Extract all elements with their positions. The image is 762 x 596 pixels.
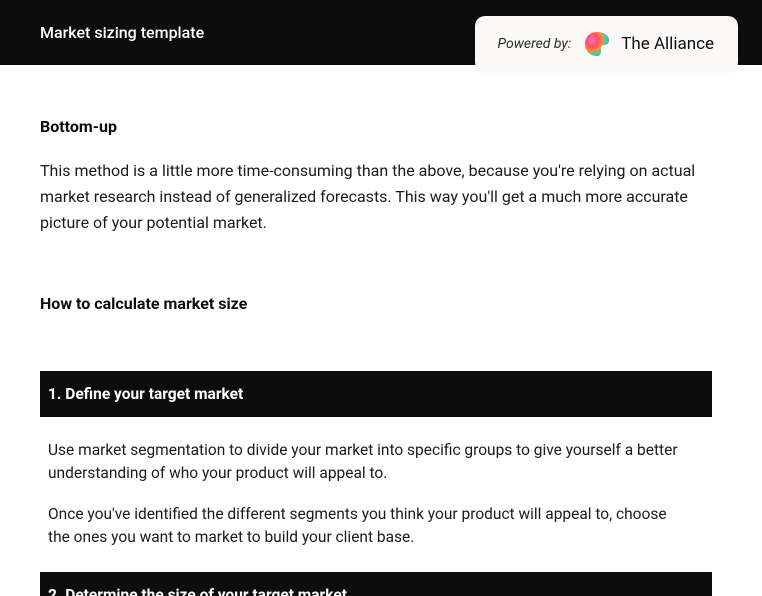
step-1-title-bar: 1. Define your target market: [40, 371, 712, 417]
page-title: Market sizing template: [40, 23, 204, 42]
brand-block: The Alliance: [583, 30, 714, 58]
powered-by-label: Powered by:: [497, 36, 571, 52]
step-1-body: Use market segmentation to divide your m…: [40, 417, 712, 573]
step-1-paragraph-2: Once you've identified the different seg…: [48, 503, 692, 549]
section-heading-how-to: How to calculate market size: [40, 294, 722, 313]
step-2-title-bar: 2. Determine the size of your target mar…: [40, 572, 712, 596]
section-heading-bottom-up: Bottom-up: [40, 117, 722, 136]
document-content: Bottom-up This method is a little more t…: [0, 65, 762, 596]
section-body-bottom-up: This method is a little more time-consum…: [40, 158, 722, 236]
brand-logo-icon: [583, 30, 611, 58]
step-1-paragraph-1: Use market segmentation to divide your m…: [48, 439, 692, 485]
powered-by-badge[interactable]: Powered by: The Alliance: [475, 16, 738, 72]
brand-name: The Alliance: [621, 34, 714, 54]
